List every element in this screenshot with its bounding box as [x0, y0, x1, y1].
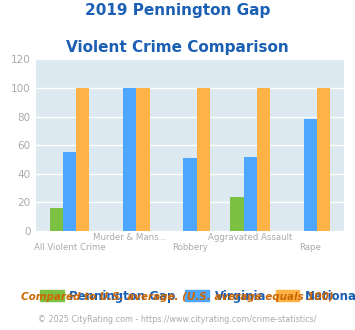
Text: 2019 Pennington Gap: 2019 Pennington Gap	[85, 3, 270, 18]
Bar	[230, 197, 244, 231]
Bar	[50, 208, 63, 231]
Text: Murder & Mans...: Murder & Mans...	[93, 233, 166, 242]
Bar	[136, 88, 149, 231]
Bar	[76, 88, 89, 231]
Text: Robbery: Robbery	[172, 243, 208, 251]
Bar	[257, 88, 270, 231]
Text: Aggravated Assault: Aggravated Assault	[208, 233, 293, 242]
Bar	[304, 119, 317, 231]
Text: All Violent Crime: All Violent Crime	[34, 243, 105, 251]
Text: © 2025 CityRating.com - https://www.cityrating.com/crime-statistics/: © 2025 CityRating.com - https://www.city…	[38, 315, 317, 324]
Bar	[197, 88, 210, 231]
Bar	[183, 158, 197, 231]
Legend: Pennington Gap, Virginia, National: Pennington Gap, Virginia, National	[35, 285, 355, 308]
Bar	[244, 157, 257, 231]
Text: Compared to U.S. average. (U.S. average equals 100): Compared to U.S. average. (U.S. average …	[21, 292, 334, 302]
Bar	[317, 88, 330, 231]
Text: Violent Crime Comparison: Violent Crime Comparison	[66, 40, 289, 54]
Bar	[123, 88, 136, 231]
Text: Rape: Rape	[300, 243, 321, 251]
Bar	[63, 152, 76, 231]
